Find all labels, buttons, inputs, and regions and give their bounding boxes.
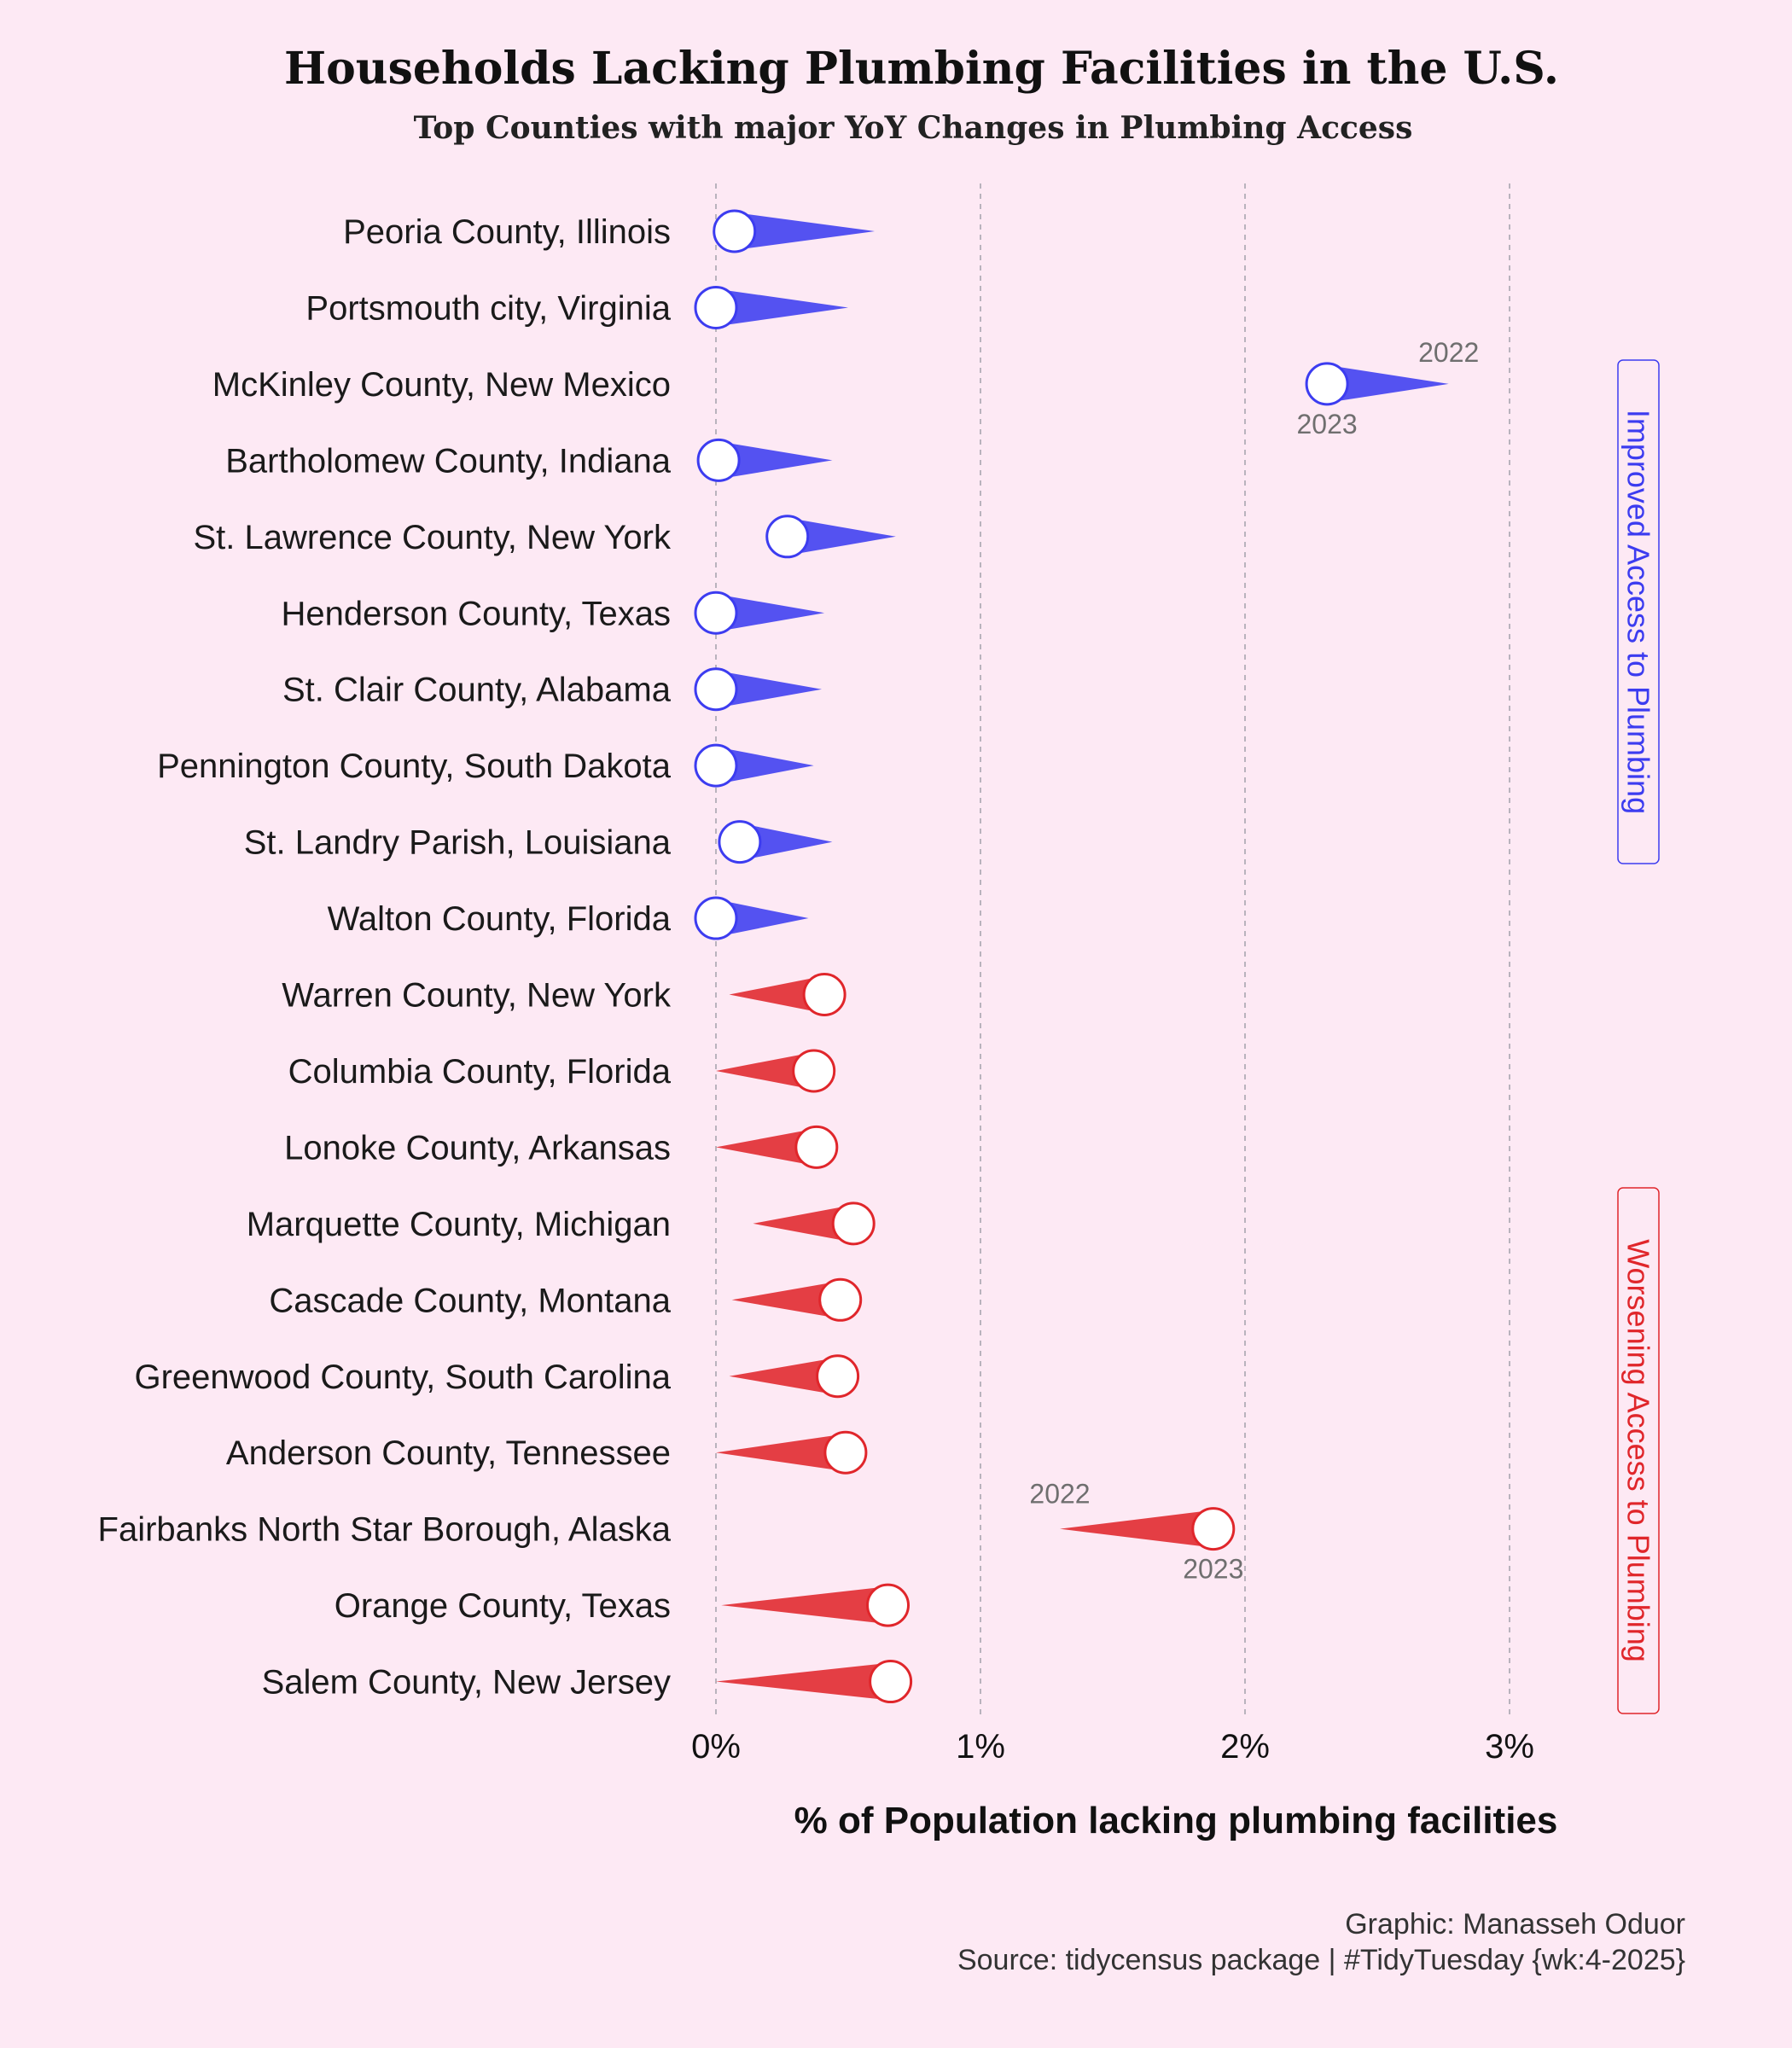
marker-2023-0 (713, 209, 757, 253)
group-label-box-1 (1617, 1187, 1660, 1714)
x-tick-label-0: 0% (691, 1728, 741, 1766)
marker-2023-13 (831, 1201, 876, 1246)
marker-2023-11 (792, 1049, 836, 1093)
change-taper-8 (739, 823, 833, 861)
change-taper-6 (716, 670, 822, 708)
change-taper-7 (716, 747, 814, 785)
group-label-1: Worsening Access to Plumbing (1621, 1239, 1656, 1662)
county-label-10: Warren County, New York (282, 977, 672, 1015)
year-label-2023-2: 2023 (1297, 409, 1358, 439)
gridlines (715, 183, 1510, 1715)
change-taper-18 (721, 1586, 888, 1625)
county-label-19: Salem County, New Jersey (262, 1664, 671, 1702)
marker-2023-14 (818, 1277, 863, 1322)
caption-source: Source: tidycensus package | #TidyTuesda… (957, 1944, 1685, 1976)
county-label-8: St. Landry Parish, Louisiana (244, 824, 672, 862)
marker-2023-15 (816, 1354, 860, 1399)
marker-2023-19 (869, 1660, 913, 1704)
county-label-5: Henderson County, Texas (281, 595, 671, 632)
marker-2023-4 (765, 515, 810, 559)
county-label-2: McKinley County, New Mexico (212, 366, 671, 404)
county-label-6: St. Clair County, Alabama (282, 672, 672, 709)
county-label-3: Bartholomew County, Indiana (225, 442, 672, 480)
change-taper-19 (716, 1662, 891, 1701)
county-label-4: St. Lawrence County, New York (193, 519, 672, 556)
marker-2023-18 (866, 1583, 910, 1627)
x-tick-label-2: 2% (1220, 1728, 1270, 1766)
marker-2023-16 (823, 1430, 868, 1475)
dumbbell-marks: 2022 2023 2022 2023 (694, 209, 1479, 1704)
county-label-1: Portsmouth city, Virginia (305, 289, 671, 327)
year-label-2023-17: 2023 (1183, 1554, 1243, 1585)
county-label-0: Peoria County, Illinois (343, 213, 671, 251)
marker-2023-3 (696, 438, 741, 482)
chart-subtitle: Top Counties with major YoY Changes in P… (414, 110, 1413, 146)
change-taper-17 (1060, 1510, 1213, 1548)
county-label-9: Walton County, Florida (328, 900, 672, 938)
marker-2023-8 (718, 820, 762, 864)
county-label-14: Cascade County, Montana (269, 1282, 671, 1319)
change-taper-3 (719, 441, 833, 480)
marker-2023-6 (694, 667, 738, 712)
marker-2023-1 (694, 285, 738, 329)
county-label-17: Fairbanks North Star Borough, Alaska (98, 1511, 672, 1549)
county-label-12: Lonoke County, Arkansas (284, 1129, 671, 1167)
marker-2023-12 (794, 1125, 839, 1169)
marker-2023-17 (1191, 1507, 1236, 1551)
year-label-2022-17: 2022 (1029, 1479, 1090, 1510)
county-labels: Peoria County, Illinois Portsmouth city, … (98, 213, 672, 1702)
county-label-18: Orange County, Texas (335, 1587, 671, 1625)
change-taper-0 (734, 212, 875, 250)
change-taper-11 (716, 1051, 814, 1090)
change-taper-4 (787, 517, 896, 556)
change-taper-12 (716, 1128, 817, 1167)
marker-2023-9 (694, 896, 738, 940)
chart-title: Households Lacking Plumbing Facilities i… (284, 43, 1559, 95)
caption-credit: Graphic: Manasseh Oduor (1345, 1908, 1685, 1940)
change-taper-16 (716, 1434, 846, 1472)
change-taper-15 (729, 1357, 838, 1395)
marker-2023-5 (694, 591, 738, 635)
x-tick-label-1: 1% (956, 1728, 1005, 1766)
group-label-0: Improved Access to Plumbing (1621, 410, 1656, 814)
county-label-13: Marquette County, Michigan (247, 1206, 671, 1243)
x-axis-title: % of Population lacking plumbing facilit… (794, 1800, 1558, 1841)
change-taper-10 (729, 975, 825, 1014)
county-label-7: Pennington County, South Dakota (157, 748, 672, 785)
change-taper-1 (716, 288, 848, 327)
marker-2023-10 (802, 973, 847, 1016)
change-taper-9 (716, 899, 809, 938)
marker-2023-2 (1305, 362, 1349, 406)
change-taper-2 (1327, 364, 1449, 403)
county-label-16: Anderson County, Tennessee (226, 1434, 671, 1472)
county-label-15: Greenwood County, South Carolina (134, 1359, 671, 1396)
x-tick-labels: 0% 1% 2% 3% (691, 1728, 1534, 1766)
marker-2023-7 (694, 743, 738, 788)
county-label-11: Columbia County, Florida (288, 1053, 672, 1091)
group-labels: Improved Access to Plumbing Worsening Acc… (1617, 359, 1660, 1714)
change-taper-13 (753, 1204, 854, 1242)
x-tick-label-3: 3% (1485, 1728, 1534, 1766)
change-taper-14 (731, 1281, 841, 1319)
change-taper-5 (716, 594, 825, 632)
group-label-box-0 (1617, 359, 1660, 864)
year-label-2022-2: 2022 (1418, 337, 1479, 368)
